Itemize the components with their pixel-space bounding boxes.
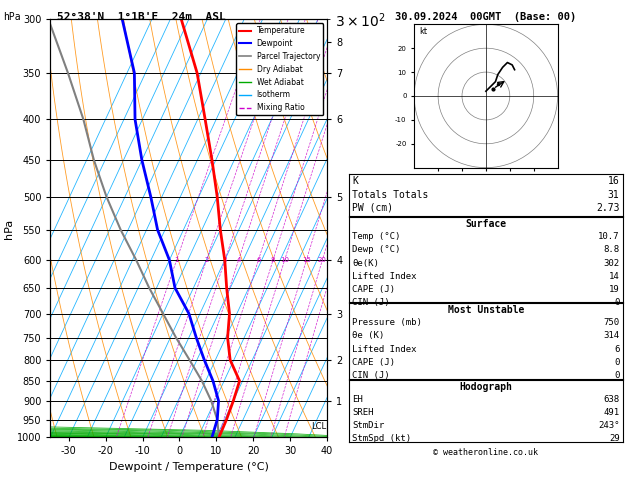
Text: Hodograph: Hodograph (459, 382, 513, 392)
Text: Pressure (mb): Pressure (mb) (352, 318, 422, 328)
Text: 2: 2 (204, 257, 209, 263)
Text: Surface: Surface (465, 219, 506, 229)
Text: 1: 1 (174, 257, 179, 263)
Text: 8.8: 8.8 (603, 245, 620, 255)
Text: CIN (J): CIN (J) (352, 371, 390, 380)
Text: 0: 0 (614, 298, 620, 307)
Text: © weatheronline.co.uk: © weatheronline.co.uk (433, 448, 538, 457)
Text: Totals Totals: Totals Totals (352, 190, 428, 200)
Text: 14: 14 (609, 272, 620, 281)
Text: 10: 10 (280, 257, 289, 263)
Text: 314: 314 (603, 331, 620, 341)
Text: PW (cm): PW (cm) (352, 203, 393, 213)
Text: StmDir: StmDir (352, 421, 384, 430)
Text: StmSpd (kt): StmSpd (kt) (352, 434, 411, 443)
Text: 8: 8 (270, 257, 276, 263)
Text: Most Unstable: Most Unstable (448, 305, 524, 315)
Text: 491: 491 (603, 408, 620, 417)
Text: 30.09.2024  00GMT  (Base: 00): 30.09.2024 00GMT (Base: 00) (395, 12, 577, 22)
Text: 52°38'N  1°1B'E  24m  ASL: 52°38'N 1°1B'E 24m ASL (57, 12, 225, 22)
Text: hPa: hPa (3, 12, 21, 22)
Text: EH: EH (352, 395, 363, 404)
Text: θe(K): θe(K) (352, 259, 379, 268)
Text: 10.7: 10.7 (598, 232, 620, 242)
Text: 6: 6 (256, 257, 260, 263)
Text: Dewp (°C): Dewp (°C) (352, 245, 401, 255)
Text: CAPE (J): CAPE (J) (352, 358, 395, 367)
Text: CIN (J): CIN (J) (352, 298, 390, 307)
Text: 243°: 243° (598, 421, 620, 430)
Text: 750: 750 (603, 318, 620, 328)
Text: 302: 302 (603, 259, 620, 268)
X-axis label: Dewpoint / Temperature (°C): Dewpoint / Temperature (°C) (109, 462, 269, 472)
Text: 0: 0 (614, 358, 620, 367)
Legend: Temperature, Dewpoint, Parcel Trajectory, Dry Adiabat, Wet Adiabat, Isotherm, Mi: Temperature, Dewpoint, Parcel Trajectory… (236, 23, 323, 115)
Text: 15: 15 (302, 257, 311, 263)
Text: 4: 4 (237, 257, 241, 263)
Text: 0: 0 (614, 371, 620, 380)
Text: Lifted Index: Lifted Index (352, 272, 417, 281)
Text: 16: 16 (608, 176, 620, 187)
Text: K: K (352, 176, 358, 187)
Text: Lifted Index: Lifted Index (352, 345, 417, 354)
Text: LCL: LCL (311, 422, 326, 432)
Text: Temp (°C): Temp (°C) (352, 232, 401, 242)
Y-axis label: km
ASL: km ASL (388, 219, 410, 238)
Text: SREH: SREH (352, 408, 374, 417)
Text: 6: 6 (614, 345, 620, 354)
Text: 638: 638 (603, 395, 620, 404)
Text: 3: 3 (223, 257, 227, 263)
Text: θe (K): θe (K) (352, 331, 384, 341)
Text: 20: 20 (318, 257, 327, 263)
Text: 31: 31 (608, 190, 620, 200)
Text: kt: kt (419, 27, 427, 36)
Text: 29: 29 (609, 434, 620, 443)
Text: 19: 19 (609, 285, 620, 294)
Y-axis label: hPa: hPa (4, 218, 14, 239)
Text: CAPE (J): CAPE (J) (352, 285, 395, 294)
Text: 2.73: 2.73 (596, 203, 620, 213)
